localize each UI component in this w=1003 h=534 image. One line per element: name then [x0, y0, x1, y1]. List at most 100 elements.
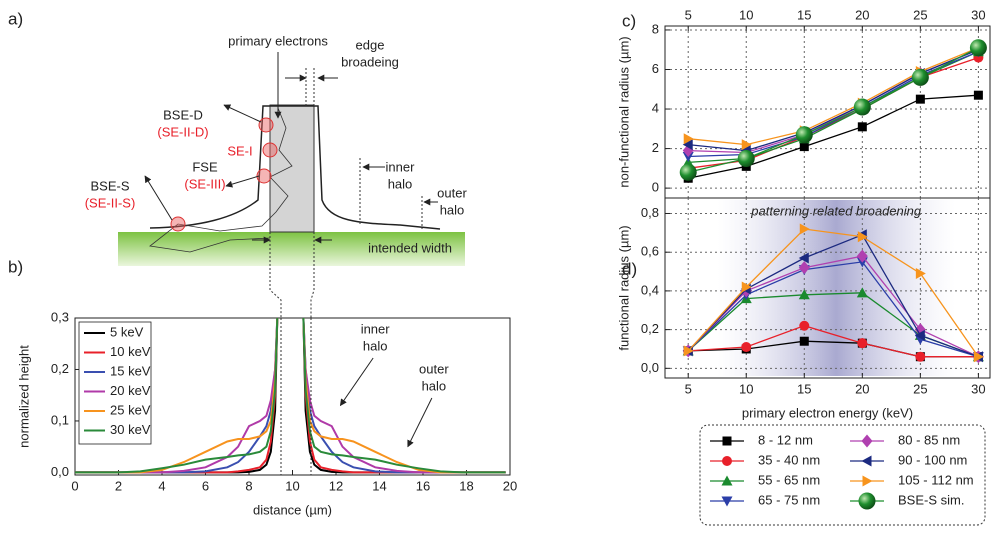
x-tick-label: 20: [503, 478, 517, 493]
label: broadeing: [341, 54, 399, 69]
point: [799, 223, 810, 235]
annotation: inner: [361, 321, 391, 336]
label: inner: [386, 159, 416, 174]
label: BSE-D: [163, 107, 203, 122]
x-tick-label: 5: [685, 381, 692, 396]
point: [915, 267, 926, 279]
guide: [310, 232, 315, 318]
x-tick-label: 16: [416, 478, 430, 493]
point: [798, 289, 810, 300]
y-tick-label: 0,6: [641, 244, 659, 259]
x-tick-label: 0: [71, 478, 78, 493]
point: [915, 94, 925, 104]
point: [973, 351, 984, 363]
annotation-arrow: [407, 397, 433, 448]
x-tick-label: 4: [158, 478, 165, 493]
point: [914, 329, 925, 341]
profile: [149, 105, 441, 230]
y-tick-label: 2: [652, 140, 659, 155]
y-tick-label: 0,2: [641, 321, 659, 336]
arrow: [225, 175, 260, 188]
legend-box: [78, 321, 152, 445]
x-tick-label: 25: [913, 381, 927, 396]
point: [741, 281, 752, 293]
series-line: [688, 47, 979, 173]
y-tick-label: 0,2: [51, 361, 69, 376]
legend-marker: [721, 496, 733, 507]
annotation-arrow: [339, 357, 374, 407]
electron-path: [149, 107, 293, 253]
series-line: [687, 261, 979, 358]
x-tick-label: 25: [913, 7, 927, 22]
legend-marker: [861, 455, 872, 467]
point: [915, 351, 926, 362]
label: (SE-II-S): [85, 195, 136, 210]
point: [679, 163, 697, 181]
point: [969, 39, 987, 57]
point: [798, 261, 810, 275]
y-tick-label: 0,4: [641, 282, 659, 297]
label: FSE: [192, 159, 218, 174]
y-tick-label: 4: [652, 100, 659, 115]
substrate: [118, 232, 465, 266]
highlight: [717, 200, 956, 376]
label: edge: [356, 37, 385, 52]
annotation: patterning related broadening: [750, 203, 922, 218]
legend-marker: [858, 492, 876, 510]
x-tick-label: 14: [372, 478, 386, 493]
legend-label: 25 keV: [110, 402, 151, 417]
legend-label: 55 - 65 nm: [758, 472, 820, 487]
label: halo: [440, 202, 465, 217]
series-line: [688, 325, 979, 358]
label: halo: [388, 176, 413, 191]
x-tick-label: 12: [329, 478, 343, 493]
x-tick-label: 20: [855, 381, 869, 396]
x-tick-label: 10: [739, 7, 753, 22]
legend-label: 105 - 112 nm: [898, 472, 974, 487]
label: outer: [437, 185, 467, 200]
x-tick-label: 5: [685, 7, 692, 22]
legend-marker: [862, 475, 873, 487]
label: SE-I: [227, 143, 252, 158]
x-tick-label: 15: [797, 7, 811, 22]
y-axis-label: non-functional radius (µm): [616, 36, 631, 187]
resist-line: [269, 104, 315, 233]
legend-label: 15 keV: [110, 363, 151, 378]
legend-marker: [722, 436, 732, 446]
legend-marker: [861, 434, 873, 448]
legend-label: 5 keV: [110, 324, 144, 339]
label: primary electrons: [228, 33, 328, 48]
series-line: [688, 56, 979, 169]
legend-label: 30 keV: [110, 422, 151, 437]
x-tick-label: 30: [971, 381, 985, 396]
legend-label: 20 keV: [110, 383, 151, 398]
point: [911, 68, 929, 86]
point: [973, 90, 983, 100]
point: [799, 336, 809, 346]
legend-label: BSE-S sim.: [898, 492, 964, 507]
y-axis-label: functional radius (µm): [616, 225, 631, 350]
legend-label: 8 - 12 nm: [758, 432, 813, 447]
charts: 0 2 4 6 8 10 12 14 16 18 200,00,10,20,3normalized …: [16, 7, 991, 526]
x-tick-label: 18: [459, 478, 473, 493]
legend-marker: [721, 475, 733, 486]
label: (SE-III): [184, 176, 225, 191]
arrow: [223, 104, 262, 123]
x-tick-label: 20: [855, 7, 869, 22]
y-tick-label: 0,0: [641, 360, 659, 375]
point: [799, 320, 810, 331]
plot-frame: [664, 25, 991, 199]
point: [853, 98, 871, 116]
series-line: [687, 255, 979, 358]
x-tick-label: 6: [202, 478, 209, 493]
x-tick-label: 10: [739, 381, 753, 396]
x-axis-label: primary electron energy (keV): [742, 405, 913, 420]
annotation: halo: [422, 378, 447, 393]
x-tick-label: 30: [971, 7, 985, 22]
panel-label: d): [622, 259, 637, 278]
point: [795, 126, 813, 144]
point: [857, 231, 868, 243]
x-axis-label: distance (µm): [253, 502, 332, 517]
point: [682, 139, 693, 151]
